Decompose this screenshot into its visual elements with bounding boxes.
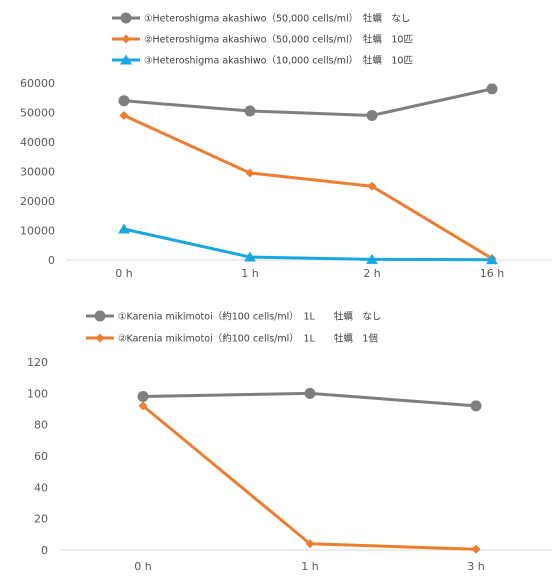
series-1-line: [123, 87, 493, 117]
y-tick-label-0: 0: [41, 544, 48, 557]
x-tick-label-1: 1 h: [241, 267, 258, 280]
y-tick-label-6: 120: [27, 356, 48, 369]
legend-entry-1: ①Karenia mikimotoi（約100 cells/ml） 1L 牡蠣 …: [118, 311, 381, 323]
series-1-point-3: [486, 83, 498, 95]
legend-marker-2: [121, 34, 131, 44]
series-1-point-2: [366, 109, 378, 121]
y-tick-label-2: 20000: [20, 195, 55, 208]
x-tick-label-0: 0 h: [134, 560, 151, 573]
series-2-point-2: [367, 181, 377, 191]
series-1-point-2: [470, 400, 482, 412]
series-3-point-2: [366, 253, 378, 264]
legend-entry-3: ③Heteroshigma akashiwo（10,000 cells/ml） …: [144, 55, 413, 67]
series-1-point-0: [118, 95, 130, 107]
y-tick-label-3: 30000: [20, 166, 55, 179]
legend-marker-2: [95, 333, 105, 343]
series-3-line: [123, 227, 493, 262]
x-tick-label-3: 16 h: [480, 267, 504, 280]
series-2-point-1: [305, 539, 315, 549]
series-2-point-1: [245, 168, 255, 178]
series-3-point-0: [118, 223, 130, 234]
series-3-point-1: [244, 251, 256, 262]
chart-2: ①Karenia mikimotoi（約100 cells/ml） 1L 牡蠣 …: [27, 310, 552, 573]
y-tick-label-0: 0: [48, 254, 55, 267]
y-tick-label-4: 80: [34, 419, 48, 432]
series-1-point-1: [304, 387, 316, 399]
y-tick-label-1: 20: [34, 513, 48, 526]
y-tick-label-6: 60000: [20, 77, 55, 90]
series-2-point-0: [138, 401, 148, 411]
y-tick-label-3: 60: [34, 450, 48, 463]
legend-marker-1: [94, 310, 106, 322]
x-tick-label-0: 0 h: [115, 267, 132, 280]
y-tick-label-5: 50000: [20, 107, 55, 120]
series-2-point-2: [471, 544, 481, 554]
legend-marker-3: [120, 54, 132, 65]
x-tick-label-2: 2 h: [363, 267, 380, 280]
y-tick-label-1: 10000: [20, 225, 55, 238]
chart-1: ①Heteroshigma akashiwo（50,000 cells/ml） …: [20, 12, 552, 280]
series-3-point-3: [486, 254, 498, 265]
legend-entry-1: ①Heteroshigma akashiwo（50,000 cells/ml） …: [144, 13, 410, 25]
y-tick-label-5: 100: [27, 387, 48, 400]
x-tick-label-1: 1 h: [301, 560, 318, 573]
legend-marker-1: [120, 12, 132, 24]
y-tick-label-4: 40000: [20, 136, 55, 149]
series-1-point-0: [137, 390, 149, 402]
series-2-line: [123, 114, 493, 260]
series-1-point-1: [244, 105, 256, 117]
x-tick-label-2: 3 h: [467, 560, 484, 573]
series-2-line: [142, 404, 477, 551]
legend-entry-2: ②Karenia mikimotoi（約100 cells/ml） 1L 牡蠣 …: [118, 333, 378, 345]
legend-entry-2: ②Heteroshigma akashiwo（50,000 cells/ml） …: [144, 34, 413, 46]
y-tick-label-2: 40: [34, 481, 48, 494]
series-2-point-0: [119, 110, 129, 120]
